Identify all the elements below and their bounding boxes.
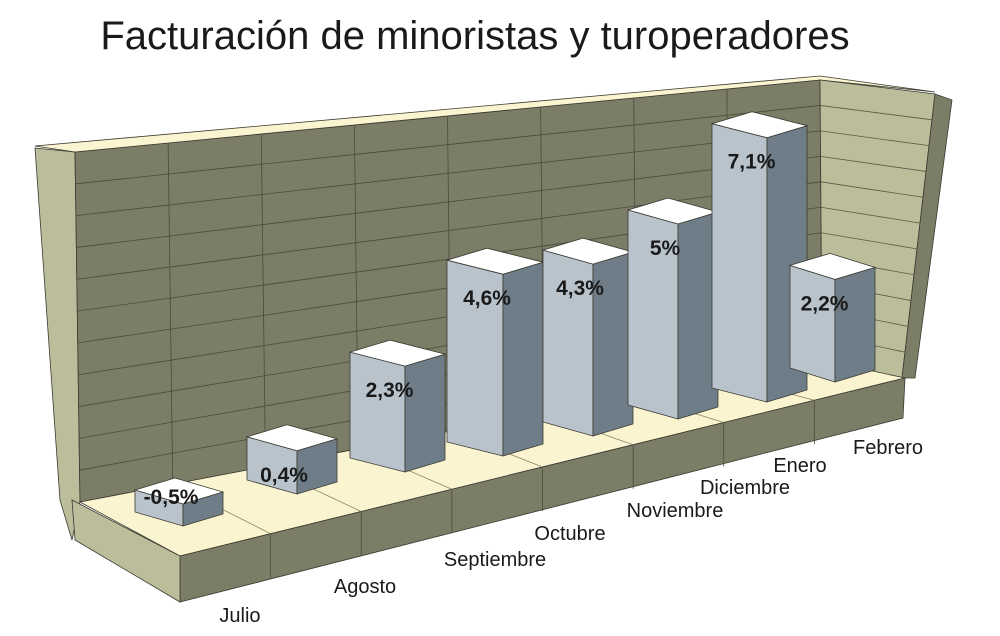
gridline-side <box>820 130 930 147</box>
floor-left <box>71 499 181 603</box>
bar-top-agosto <box>245 424 339 452</box>
data-label: 2,3% <box>366 379 414 402</box>
data-label: 0,4% <box>260 464 308 487</box>
left-wall-edge <box>34 147 81 541</box>
category-label: Enero <box>773 455 826 477</box>
data-label: 5% <box>650 237 681 260</box>
category-label: Noviembre <box>627 500 724 522</box>
bar-side-febrero <box>834 266 876 383</box>
gridline-side <box>820 105 933 121</box>
category-divider <box>167 142 174 485</box>
gridline-side <box>820 181 924 198</box>
category-label: Julio <box>219 605 260 627</box>
category-divider <box>260 133 266 467</box>
data-label: 4,6% <box>463 287 511 310</box>
data-label: -0,5% <box>144 486 199 509</box>
category-label: Febrero <box>853 437 923 459</box>
data-label: 2,2% <box>801 292 849 315</box>
gridline-side <box>820 206 921 224</box>
bar-side-septiembre <box>404 353 446 473</box>
category-label: Diciembre <box>700 477 790 499</box>
category-label: Agosto <box>334 576 396 598</box>
right-wall-edge <box>901 93 953 379</box>
chart-title: Facturación de minoristas y turoperadore… <box>100 14 850 58</box>
bar-front-septiembre <box>349 351 406 473</box>
gridline-side <box>820 155 927 172</box>
bar-top-septiembre <box>348 339 447 367</box>
bar-top-julio <box>133 477 225 505</box>
bar-front-febrero <box>789 264 836 383</box>
data-label: 7,1% <box>728 151 776 174</box>
bar-top-enero <box>710 111 809 139</box>
category-label: Octubre <box>534 523 605 545</box>
gridline-side <box>821 232 918 250</box>
wall-top-edge <box>34 75 936 153</box>
data-label: 4,3% <box>556 277 604 300</box>
category-label: Septiembre <box>444 549 546 571</box>
bar-top-febrero <box>788 252 877 280</box>
